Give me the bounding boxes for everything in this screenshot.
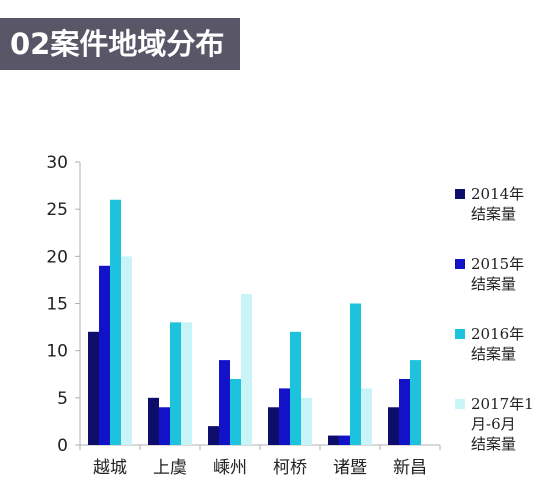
bar-3-2 — [170, 322, 181, 445]
legend-label: 月-6月 — [471, 415, 516, 433]
legend-swatch — [455, 189, 465, 199]
bar-3-1 — [110, 199, 121, 445]
bar-3-5 — [350, 303, 361, 445]
bar-1-4 — [268, 407, 279, 445]
bar-2-2 — [159, 407, 170, 445]
chart-bars — [88, 199, 421, 445]
legend-label: 结案量 — [471, 345, 516, 363]
y-tick-label: 5 — [57, 389, 68, 409]
bar-3-3 — [230, 378, 241, 445]
bar-1-1 — [88, 331, 99, 445]
x-category-label: 嵊州 — [213, 458, 247, 478]
legend-label: 2015年 — [471, 255, 524, 273]
y-tick-label: 15 — [46, 295, 68, 315]
legend-swatch — [455, 399, 465, 409]
bar-4-4 — [301, 397, 312, 445]
legend-label: 2016年 — [471, 325, 524, 343]
bar-2-6 — [399, 378, 410, 445]
legend-swatch — [455, 259, 465, 269]
bar-1-2 — [148, 397, 159, 445]
bar-3-6 — [410, 360, 421, 445]
bar-4-2 — [181, 322, 192, 445]
y-tick-label: 0 — [57, 436, 68, 456]
legend-label: 结案量 — [471, 435, 516, 453]
section-header: 02案件地域分布 — [0, 18, 240, 70]
x-category-label: 上虞 — [153, 458, 187, 478]
legend-label: 2014年 — [471, 185, 524, 203]
bar-2-4 — [279, 388, 290, 445]
y-tick-label: 30 — [46, 153, 68, 173]
y-tick-label: 20 — [46, 247, 68, 267]
bar-1-6 — [388, 407, 399, 445]
legend-label: 2017年1 — [471, 395, 534, 413]
bar-2-3 — [219, 360, 230, 445]
y-tick-label: 25 — [46, 200, 68, 220]
bar-2-5 — [339, 435, 350, 445]
legend-swatch — [455, 329, 465, 339]
bar-2-1 — [99, 265, 110, 445]
y-tick-label: 10 — [46, 342, 68, 362]
section-title: 02案件地域分布 — [10, 27, 225, 61]
x-category-label: 柯桥 — [273, 458, 307, 478]
legend-label: 结案量 — [471, 205, 516, 223]
legend-label: 结案量 — [471, 275, 516, 293]
bar-1-3 — [208, 426, 219, 445]
bar-3-4 — [290, 331, 301, 445]
bar-1-5 — [328, 435, 339, 445]
x-category-label: 新昌 — [393, 458, 427, 478]
chart-axes: 0 5 10 15 20 25 30 越城 上虞 嵊州 柯桥 诸暨 新昌 — [46, 153, 441, 478]
x-category-label: 越城 — [93, 458, 127, 478]
bar-4-5 — [361, 388, 372, 445]
bar-4-3 — [241, 294, 252, 445]
bar-4-1 — [121, 256, 132, 445]
x-category-label: 诸暨 — [333, 458, 367, 478]
